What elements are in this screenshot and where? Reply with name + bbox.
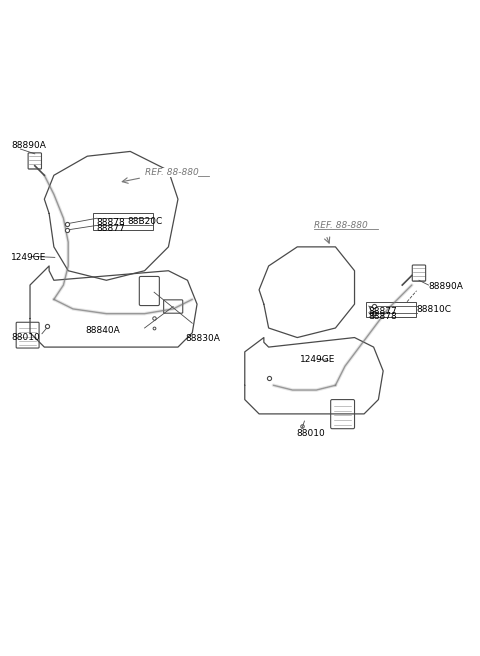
Text: 1249GE: 1249GE bbox=[11, 253, 46, 262]
FancyBboxPatch shape bbox=[164, 300, 183, 313]
Text: 88810C: 88810C bbox=[417, 305, 452, 314]
FancyBboxPatch shape bbox=[94, 213, 153, 230]
Text: 88830A: 88830A bbox=[185, 334, 220, 343]
Text: 88890A: 88890A bbox=[11, 140, 46, 150]
Text: 88010: 88010 bbox=[296, 430, 325, 438]
Text: 88877: 88877 bbox=[97, 224, 126, 233]
FancyBboxPatch shape bbox=[366, 302, 416, 317]
FancyBboxPatch shape bbox=[28, 153, 41, 169]
Text: 88010: 88010 bbox=[11, 333, 40, 342]
FancyBboxPatch shape bbox=[16, 322, 39, 348]
Text: 1249GE: 1249GE bbox=[300, 354, 335, 363]
Text: 88878: 88878 bbox=[369, 312, 397, 321]
FancyBboxPatch shape bbox=[139, 276, 159, 306]
Text: 88B20C: 88B20C bbox=[128, 216, 163, 226]
Text: 88877: 88877 bbox=[369, 306, 397, 316]
Text: 88840A: 88840A bbox=[85, 326, 120, 335]
FancyBboxPatch shape bbox=[331, 400, 355, 428]
Text: REF. 88-880: REF. 88-880 bbox=[314, 221, 368, 230]
Text: REF. 88-880: REF. 88-880 bbox=[144, 169, 198, 177]
Text: 88878: 88878 bbox=[97, 218, 126, 227]
Text: 88890A: 88890A bbox=[429, 282, 463, 291]
FancyBboxPatch shape bbox=[412, 265, 426, 281]
